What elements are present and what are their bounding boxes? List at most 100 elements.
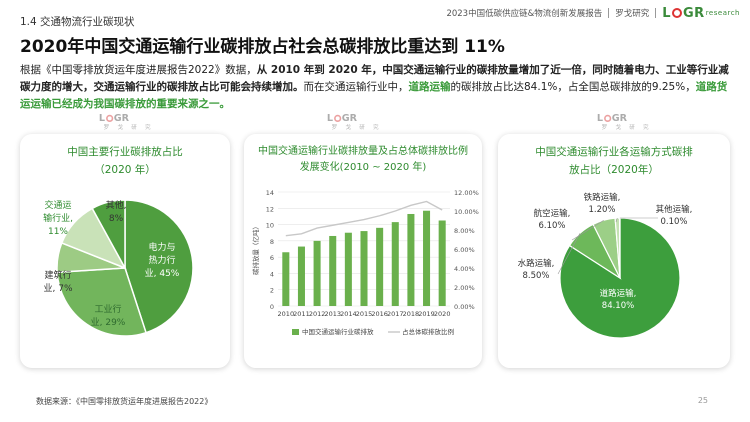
y2-tick-label: 4.00% [454,265,475,273]
pie-slice-label: 航空运输, [534,208,571,219]
watermark-sub: 罗 戈 研 究 [601,124,652,131]
y-tick-label: 6 [270,254,274,262]
x-tick-label: 2020 [434,310,451,318]
pie-slice [91,199,126,269]
leader-line [615,217,618,223]
bar [407,213,415,306]
intro-text: 而在交通运输行业中， [303,81,409,93]
intro-bold-text: 从 2010 年到 2020 年，中国交通运输行业的碳排放量增加了近一倍，同时随… [20,64,729,93]
section-label: 1.4 交通物流行业碳现状 [20,16,135,28]
pie-slice-label: 交通运 [44,199,71,211]
pie-slice-label: 热力行 [148,254,175,266]
pie-slice-label: 业, 45% [145,268,180,279]
watermark-letter: L [596,112,603,124]
panel-title: 中国主要行业碳排放占比 [67,146,183,158]
legend-label: 占总体碳排放比例 [402,327,454,336]
pie-slice [124,199,194,334]
bar [329,235,337,306]
y2-tick-label: 10.00% [454,208,479,216]
logo-ring-icon [672,8,683,18]
header-divider [608,8,610,18]
pie-slice-label: 0.10% [660,217,687,227]
watermark: L GR 罗 戈 研 究 [99,112,154,131]
pie-slice-label: 道路运输, [600,288,637,299]
bar [438,220,446,306]
y-tick-label: 10 [266,222,274,230]
pie-slice-label: 铁路运输, [584,192,621,203]
legend-swatch [292,329,299,335]
pie-slice-label: 水路运输, [518,258,555,269]
pie-slice-label: 84.10% [602,301,634,311]
y-tick-label: 8 [270,238,274,246]
intro-highlight: 道路运输 [408,81,451,93]
watermark-ring-icon [333,114,341,122]
pie-slice-label: 1.20% [588,205,615,215]
panel-transport-trend: 中国交通运输行业碳排放量及占总体碳排放比例 发展变化(2010 ~ 2020 年… [244,134,482,368]
watermark-sub: 罗 戈 研 究 [331,124,382,131]
pie-slice-label: 11% [48,227,68,237]
series-line [285,200,443,237]
y2-tick-label: 6.00% [454,246,475,254]
x-tick-label: 2011 [293,310,310,318]
bar [391,222,399,306]
pie-slice-label: 业, 29% [91,317,126,328]
data-source: 数据来源：《中国零排放货运年度进展报告2022》 [36,397,213,406]
pie-slice-label: 业, 7% [44,283,73,294]
watermark: L GR 罗 戈 研 究 [597,112,652,131]
y-tick-label: 4 [270,270,274,278]
panel-title: 中国交通运输行业各运输方式碳排 [535,146,693,158]
transport-bar-line-chart: 0 2 4 6 8 10 12 14 0.00% 2.00% 4.00% 6.00% 8.00% 10.0… [251,189,479,336]
y-tick-label: 2 [270,287,274,295]
y-axis-label: 碳排放量（亿吨） [251,223,260,275]
report-title: 2023中国低碳供应链&物流创新发展报告 [446,9,603,19]
leader-line [557,233,581,275]
intro-paragraph: 根据《中国零排放货运年度进展报告2022》数据，从 2010 年到 2020 年… [20,62,732,113]
pie-slice-label: 6.10% [538,221,565,231]
pie-slice [56,267,147,337]
intro-text: 的碳排放占比达84.1%，占全国总碳排放的9.25%， [450,81,696,93]
intro-highlight: 道路货运运输已经成为我国碳排放的重要来源之一。 [20,81,728,110]
logo-letter: L [662,5,672,21]
leader-line [571,219,604,241]
y-tick-label: 14 [266,189,274,197]
brand-name: 罗戈研究 [615,9,650,19]
x-tick-label: 2018 [403,310,420,318]
panel-industry-share: 中国主要行业碳排放占比 （2020 年） 电力与 热力行 业, 45% 工业行 业, 2… [20,134,230,368]
x-tick-label: 2016 [371,310,388,318]
header-bar: 2023中国低碳供应链&物流创新发展报告 罗戈研究 L GR research [446,6,740,21]
pie-slice-label: 建筑行 [44,269,71,281]
watermark-letter: L [98,112,105,124]
legend-label: 中国交通运输行业碳排放 [302,327,374,336]
header-divider [655,8,657,18]
watermark-letters: GR [611,112,628,124]
watermark-letters: GR [113,112,130,124]
page-number: 25 [697,396,708,405]
pie-slice-label: 其他, [106,199,127,211]
watermark-ring-icon [603,114,611,122]
bar [282,252,290,306]
logo-letters: GR [683,5,705,21]
watermark-sub: 罗 戈 研 究 [103,124,154,131]
mode-pie-chart: 道路运输, 84.10% 水路运输, 8.50% 航空运输, 6.10% 铁路运输, 1.20… [518,192,692,339]
panel-title: 中国交通运输行业碳排放量及占总体碳排放比例 [258,146,468,157]
bar [344,232,352,306]
pie-slice-label: 8% [109,214,124,224]
y2-tick-label: 2.00% [454,284,475,292]
panel-subtitle: 放占比（2020年） [569,164,659,176]
x-tick-label: 2019 [418,310,435,318]
logo-sub: research [705,9,740,17]
y2-tick-label: 12.00% [454,189,479,197]
logo: L GR research [662,6,740,21]
x-tick-label: 2017 [387,310,404,318]
bar [297,246,305,306]
y2-tick-label: 8.00% [454,227,475,235]
watermark: L GR 罗 戈 研 究 [327,112,382,131]
watermark-letter: L [326,112,333,124]
x-tick-label: 2012 [309,310,326,318]
watermark-ring-icon [105,114,113,122]
intro-text: 根据《中国零排放货运年度进展报告2022》数据， [20,64,257,76]
bar [423,210,431,306]
pie-slice-label: 电力与 [148,241,175,253]
y2-tick-label: 0.00% [454,303,475,311]
x-tick-label: 2014 [340,310,357,318]
